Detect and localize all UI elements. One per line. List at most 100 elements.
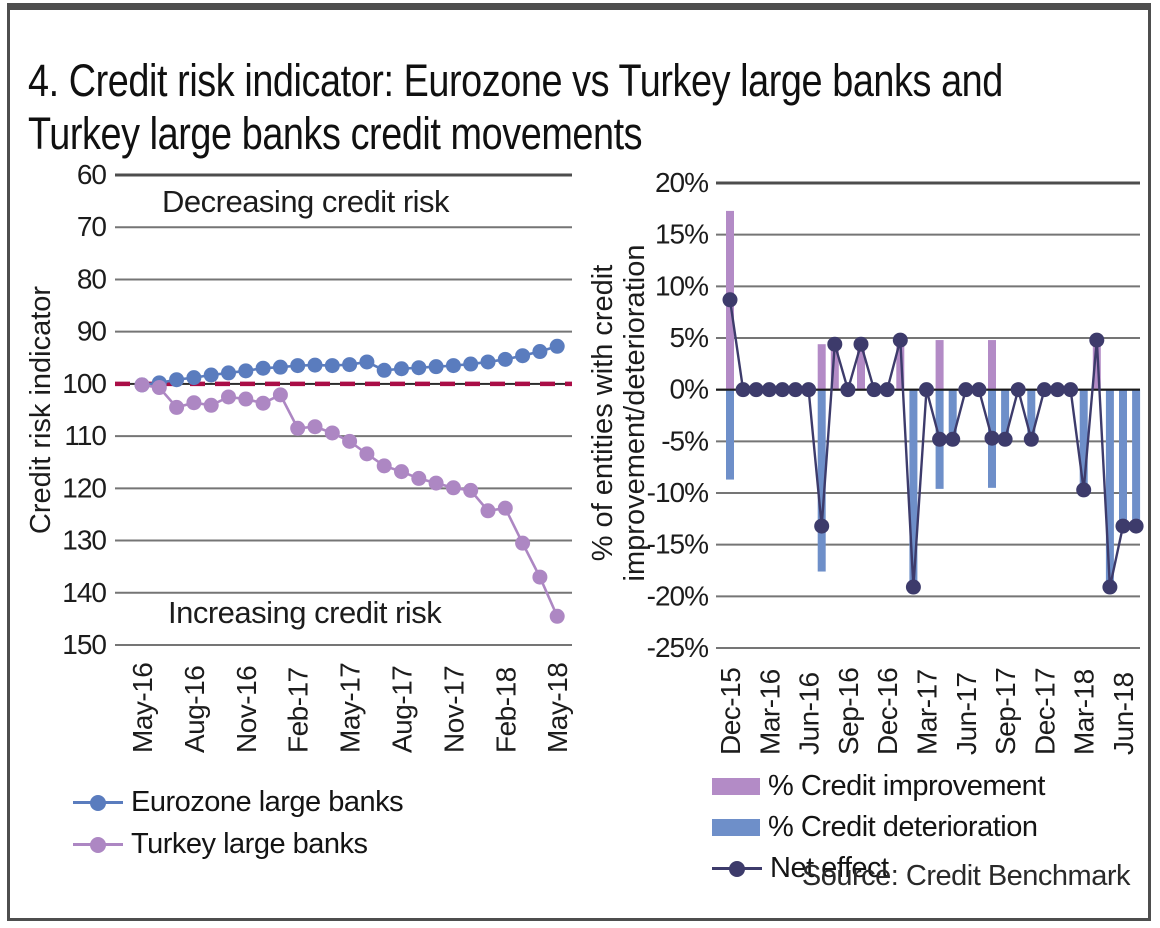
x-tick-label: Feb-18: [490, 667, 521, 753]
turkey-series-line: [141, 383, 559, 617]
source-credit: Source: Credit Benchmark: [801, 860, 1131, 892]
credit-movements-bar-chart: 20% 15% 10% 5% 0% -5% -10% -15% -20% -25% % of ent…: [590, 167, 1144, 755]
net-effect-point: [1089, 332, 1105, 348]
legend-label-turkey: Turkey large banks: [131, 828, 368, 860]
x-tick-label: Mar-18: [1069, 669, 1100, 755]
eurozone-line-swatch-icon: [73, 794, 123, 811]
eurozone-series-point: [342, 357, 358, 373]
x-tick-label: Aug-16: [179, 666, 210, 753]
turkey-series-point: [255, 395, 271, 411]
turkey-series-point: [186, 395, 202, 411]
eurozone-series-point: [445, 358, 461, 374]
eurozone-series-point: [480, 354, 496, 370]
deterioration-bar: [1027, 389, 1036, 440]
deterioration-bar: [1105, 389, 1114, 588]
improvement-bar-swatch-icon: [712, 778, 760, 795]
deterioration-bar: [1079, 389, 1088, 490]
turkey-series-point: [342, 433, 358, 449]
net-effect-point: [827, 336, 843, 352]
net-effect-point: [853, 336, 869, 352]
improvement-bar: [857, 344, 865, 390]
net-effect-point: [958, 382, 974, 398]
y-tick-label: -15%: [647, 529, 708, 560]
x-tick-label: Jun-17: [951, 672, 982, 755]
net-effect-point: [840, 382, 856, 398]
deterioration-bar: [1132, 389, 1141, 527]
turkey-series-point: [515, 535, 531, 551]
annotation-increasing-credit-risk: Increasing credit risk: [168, 595, 442, 630]
eurozone-series-point: [272, 359, 288, 375]
net-effect-point: [1036, 382, 1052, 398]
net-effect-point: [1063, 382, 1079, 398]
net-effect-point: [984, 430, 1000, 446]
y-tick-label: 100: [62, 368, 106, 399]
y-tick-label: 60: [77, 159, 107, 190]
net-effect-point: [801, 382, 817, 398]
net-effect-point: [1023, 431, 1039, 447]
eurozone-series-point: [497, 351, 513, 367]
y-axis-title-line2: improvement/deterioration: [619, 245, 651, 582]
deterioration-bar: [817, 389, 826, 572]
y-axis-title-line1: % of entities with credit: [590, 265, 619, 562]
eurozone-series-point: [376, 362, 392, 378]
annotation-decreasing-credit-risk: Decreasing credit risk: [162, 184, 450, 219]
turkey-series-point: [497, 500, 513, 516]
y-tick-label: 130: [62, 525, 106, 556]
x-tick-label: Nov-16: [231, 666, 262, 753]
net-effect-point: [919, 382, 934, 398]
net-effect-point: [814, 518, 830, 534]
net-effect-point: [774, 382, 790, 398]
x-tick-label: Feb-17: [283, 667, 314, 753]
y-tick-label: 140: [62, 577, 106, 608]
page-title-line1: 4. Credit risk indicator: Eurozone vs Tu…: [28, 55, 1003, 107]
x-tick-label: Dec-15: [715, 668, 746, 755]
eurozone-series-point: [255, 360, 271, 376]
eurozone-series-point: [428, 359, 444, 375]
deterioration-bar: [909, 389, 918, 588]
deterioration-bar-swatch-icon: [712, 819, 760, 836]
legend-label-deterioration: % Credit deterioration: [768, 811, 1038, 843]
deterioration-bar: [1001, 389, 1010, 440]
net-effect-point: [722, 292, 738, 308]
improvement-bar: [817, 344, 826, 390]
net-effect-point: [905, 579, 921, 595]
turkey-series-point: [411, 470, 427, 486]
x-tick-label: Jun-16: [794, 672, 825, 755]
net-effect-point: [1128, 518, 1144, 534]
page-title: 4. Credit risk indicator: Eurozone vs Tu…: [28, 54, 1137, 160]
x-tick-label: Jun-18: [1108, 672, 1139, 755]
net-effect-point: [1076, 482, 1092, 498]
legend-label-improvement: % Credit improvement: [768, 770, 1045, 802]
turkey-series-point: [324, 425, 340, 441]
x-tick-label: Sep-17: [990, 668, 1021, 755]
legend-item-improvement: % Credit improvement: [712, 770, 1045, 803]
y-tick-label: -10%: [647, 477, 708, 508]
net-effect-point: [945, 431, 961, 447]
turkey-series-point: [549, 608, 565, 624]
legend-item-net-effect: Net effect: [712, 852, 1045, 885]
x-tick-label: May-16: [127, 663, 158, 753]
net-effect-point: [879, 382, 895, 398]
improvement-bar: [830, 344, 839, 390]
x-tick-label: Dec-16: [872, 668, 903, 755]
right-chart-legend: % Credit improvement % Credit deteriorat…: [712, 770, 1045, 885]
y-tick-label: 70: [77, 211, 107, 242]
legend-label-net-effect: Net effect: [770, 852, 889, 884]
credit-risk-indicator-line-chart: 60 70 80 90 100 110 120 130 140 150 Credit risk in…: [25, 159, 573, 753]
y-tick-label: 20%: [655, 167, 708, 198]
deterioration-bar: [948, 389, 957, 440]
improvement-bar: [935, 340, 944, 390]
net-effect-point: [997, 431, 1013, 447]
turkey-series-point: [221, 389, 236, 405]
improvement-bar: [896, 340, 905, 390]
turkey-series-point: [376, 458, 392, 474]
left-chart-legend: Eurozone large banks Turkey large banks: [73, 786, 404, 861]
improvement-bar: [1092, 340, 1101, 390]
x-tick-label: Aug-17: [387, 666, 418, 753]
turkey-series-point: [151, 380, 167, 396]
net-effect-point: [1115, 518, 1131, 534]
x-tick-label: Nov-17: [438, 666, 469, 753]
eurozone-series-point: [169, 372, 185, 388]
net-effect-point: [1050, 382, 1065, 398]
x-tick-label: Dec-17: [1029, 668, 1060, 755]
